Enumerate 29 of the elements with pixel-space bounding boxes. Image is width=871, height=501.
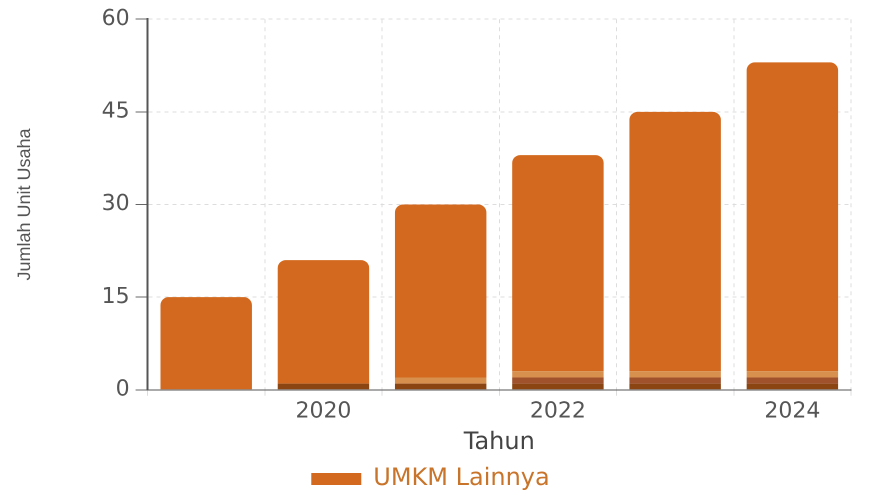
- y-axis-title: Jumlah Unit Usaha: [14, 127, 34, 281]
- bar: [746, 377, 838, 384]
- bar: [512, 384, 604, 390]
- legend-label: UMKM Lainnya: [373, 463, 550, 492]
- y-tick-label: 0: [116, 376, 130, 402]
- bar: [629, 384, 721, 390]
- bar: [512, 155, 604, 372]
- bar: [278, 260, 370, 384]
- bar: [512, 371, 604, 378]
- bar: [746, 371, 838, 378]
- y-tick-label: 60: [102, 6, 130, 31]
- y-tick-label: 45: [102, 98, 130, 124]
- bar: [394, 377, 486, 384]
- x-tick-label: 2020: [295, 398, 352, 424]
- bar: [394, 204, 486, 378]
- bar: [629, 112, 721, 372]
- bar: [278, 384, 370, 390]
- x-tick-label: 2024: [764, 398, 820, 424]
- bar: [746, 384, 838, 390]
- x-axis-title: Tahun: [462, 426, 535, 455]
- bar: [629, 377, 721, 384]
- bar: [160, 297, 252, 390]
- bar: [746, 62, 838, 372]
- bar: [394, 384, 486, 390]
- bar: [512, 377, 604, 384]
- x-tick-label: 2022: [530, 398, 586, 424]
- bar: [629, 371, 721, 378]
- y-tick-label: 30: [102, 191, 130, 216]
- y-tick-label: 15: [102, 284, 130, 309]
